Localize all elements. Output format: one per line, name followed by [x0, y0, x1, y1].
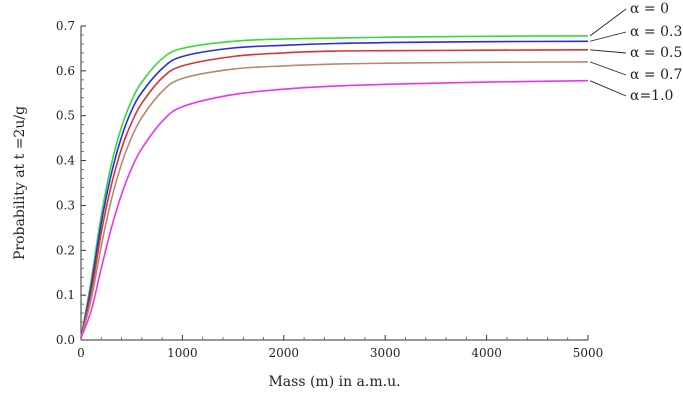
legend-leader-line — [589, 80, 627, 97]
y-tick-label: 0.2 — [56, 243, 75, 257]
legend-leader-line — [589, 61, 627, 76]
x-tick-label: 5000 — [573, 346, 604, 360]
series-line-1 — [80, 40, 589, 338]
legend-leader-line — [589, 49, 627, 54]
y-tick-label: 0.1 — [56, 288, 75, 302]
series-line-0 — [80, 35, 589, 338]
legend: α = 0 α = 0.3 α = 0.5 α = 0.7 α=1.0 — [589, 1, 682, 104]
y-tick-label: 0.4 — [56, 154, 75, 168]
legend-leader-line — [589, 31, 627, 42]
series-line-3 — [80, 61, 589, 339]
x-tick-label: 0 — [77, 346, 85, 360]
y-tick-label: 0.0 — [56, 333, 75, 347]
series-line-2 — [80, 49, 589, 338]
x-axis-label: Mass (m) in a.m.u. — [268, 374, 400, 390]
y-tick-label: 0.7 — [56, 19, 75, 33]
x-tick-label: 2000 — [269, 346, 300, 360]
x-tick-label: 3000 — [370, 346, 401, 360]
legend-label: α=1.0 — [630, 88, 673, 104]
legend-label: α = 0.7 — [630, 67, 682, 83]
legend-label: α = 0.5 — [630, 45, 682, 61]
x-tick-label: 4000 — [471, 346, 502, 360]
series-line-4 — [80, 79, 589, 339]
legend-label: α = 0.3 — [630, 24, 682, 40]
y-axis-label: Probability at t =2u/g — [12, 106, 28, 260]
y-tick-label: 0.3 — [56, 198, 75, 212]
y-tick-label: 0.5 — [56, 109, 75, 123]
x-tick-label: 1000 — [167, 346, 198, 360]
y-tick-label: 0.6 — [56, 64, 75, 78]
legend-leader-line — [589, 8, 627, 37]
axes: 0.0 0.1 0.2 0.3 0.4 0.5 0.6 0.7 0 1000 2000 3000 400… — [56, 19, 603, 360]
legend-label: α = 0 — [630, 1, 669, 17]
series-group — [80, 35, 589, 339]
